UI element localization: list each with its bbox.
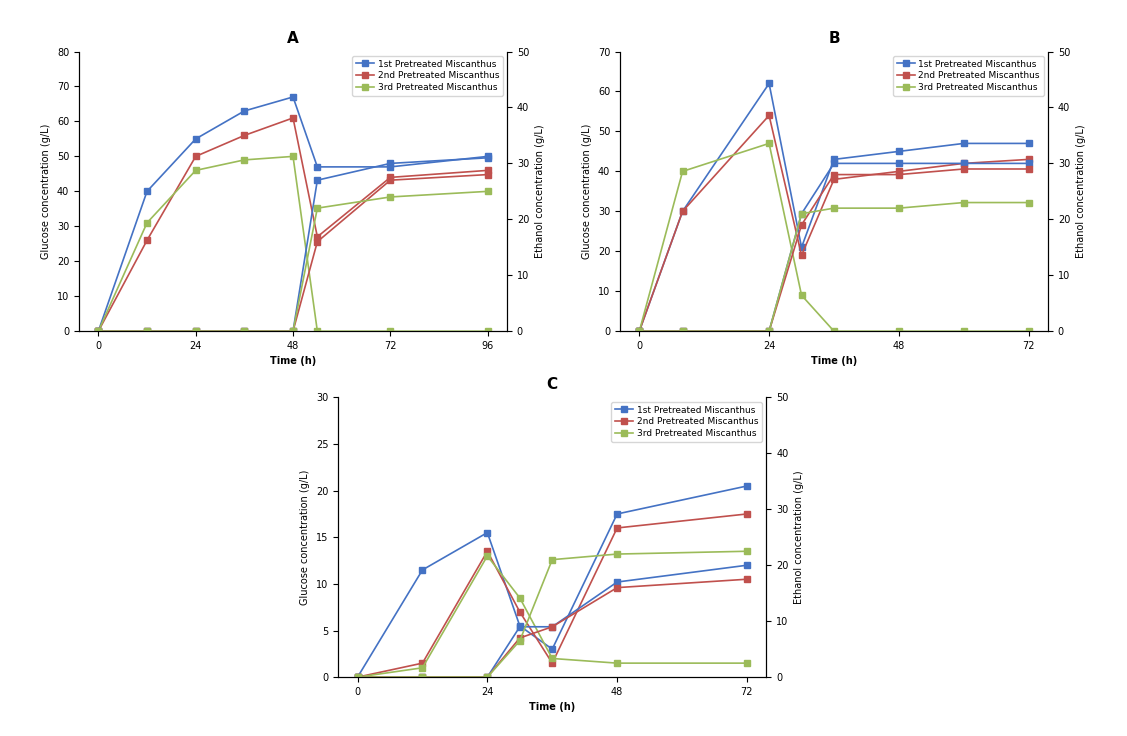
Y-axis label: Glucose concentration (g/L): Glucose concentration (g/L): [300, 470, 310, 605]
Legend: 1st Pretreated Miscanthus, 2nd Pretreated Miscanthus, 3rd Pretreated Miscanthus: 1st Pretreated Miscanthus, 2nd Pretreate…: [894, 56, 1044, 96]
Y-axis label: Ethanol concentration (g/L): Ethanol concentration (g/L): [795, 470, 804, 604]
Y-axis label: Ethanol concentration (g/L): Ethanol concentration (g/L): [1076, 124, 1085, 258]
Y-axis label: Glucose concentration (g/L): Glucose concentration (g/L): [42, 124, 51, 259]
Title: A: A: [287, 31, 299, 46]
Title: C: C: [547, 377, 558, 392]
Title: B: B: [828, 31, 840, 46]
X-axis label: Time (h): Time (h): [810, 356, 858, 367]
Legend: 1st Pretreated Miscanthus, 2nd Pretreated Miscanthus, 3rd Pretreated Miscanthus: 1st Pretreated Miscanthus, 2nd Pretreate…: [612, 402, 762, 442]
Legend: 1st Pretreated Miscanthus, 2nd Pretreated Miscanthus, 3rd Pretreated Miscanthus: 1st Pretreated Miscanthus, 2nd Pretreate…: [353, 56, 503, 96]
X-axis label: Time (h): Time (h): [269, 356, 317, 367]
Y-axis label: Ethanol concentration (g/L): Ethanol concentration (g/L): [535, 124, 544, 258]
X-axis label: Time (h): Time (h): [529, 702, 576, 712]
Y-axis label: Glucose concentration (g/L): Glucose concentration (g/L): [583, 124, 592, 259]
